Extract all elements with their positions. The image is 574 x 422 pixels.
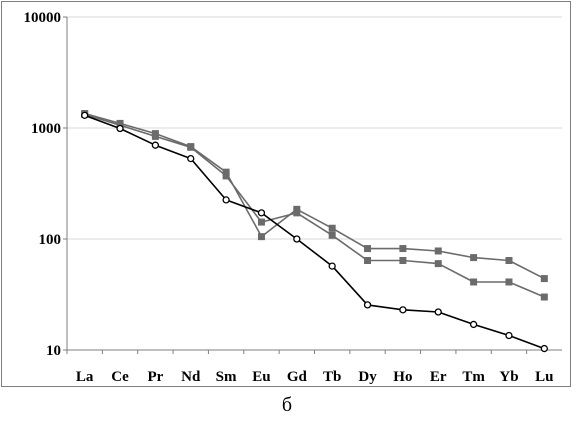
data-point: [328, 224, 336, 232]
x-tick-label: Dy: [358, 369, 377, 385]
data-point: [222, 196, 230, 204]
data-point: [293, 235, 301, 243]
x-tick-label: Ho: [393, 369, 412, 385]
x-tick-label: Tb: [323, 369, 341, 385]
data-point: [187, 154, 195, 163]
data-point: [434, 308, 442, 316]
x-tick-label: Er: [430, 369, 447, 385]
data-point: [399, 245, 407, 253]
data-point: [328, 231, 336, 239]
x-tick-label: Lu: [535, 369, 553, 385]
data-point: [364, 245, 372, 253]
series-line: [84, 112, 545, 280]
x-tick-label: Gd: [287, 369, 308, 385]
data-point: [540, 293, 548, 301]
data-point: [399, 257, 407, 265]
data-point: [257, 218, 265, 226]
x-tick-label: La: [76, 369, 94, 385]
figure-caption: б: [281, 394, 293, 416]
data-point: [293, 209, 301, 217]
data-point: [151, 141, 160, 149]
data-point: [257, 209, 266, 217]
x-tick-label: Sm: [216, 369, 237, 385]
x-tick-label: Nd: [181, 369, 201, 385]
y-tick-label: 1000: [31, 121, 61, 137]
data-point: [434, 260, 442, 268]
data-point: [222, 168, 230, 176]
y-tick-label: 10000: [24, 10, 62, 26]
y-tick-label: 100: [39, 232, 62, 248]
series-line: [84, 114, 545, 350]
data-point: [81, 111, 89, 120]
series-line: [84, 113, 545, 298]
data-point: [505, 331, 513, 340]
chart-frame: [1, 1, 571, 387]
data-point: [293, 205, 301, 213]
x-tick-label: Tm: [462, 369, 485, 385]
data-point: [540, 344, 548, 353]
x-tick-label: Pr: [147, 369, 163, 385]
x-tick-label: Yb: [499, 369, 518, 385]
data-point: [434, 247, 442, 255]
data-point: [470, 254, 478, 262]
data-point: [505, 278, 513, 286]
data-point: [187, 143, 195, 151]
data-point: [116, 124, 124, 133]
data-point: [222, 172, 230, 180]
data-point: [364, 257, 372, 265]
y-tick-label: 10: [46, 343, 61, 359]
data-point: [151, 132, 159, 140]
data-point: [540, 275, 548, 283]
data-point: [257, 233, 265, 241]
x-tick-label: Eu: [252, 369, 270, 385]
ree-chart: 10 100 1000 10000 La Ce Pr Nd Sm Eu Gd Tb Dy Ho Er Tm Yb…: [24, 10, 562, 385]
data-point: [328, 262, 336, 270]
data-point: [505, 257, 513, 265]
data-point: [399, 306, 407, 314]
data-point: [470, 278, 478, 286]
x-tick-label: Ce: [111, 369, 129, 385]
data-point: [363, 301, 372, 309]
data-point: [469, 320, 478, 329]
